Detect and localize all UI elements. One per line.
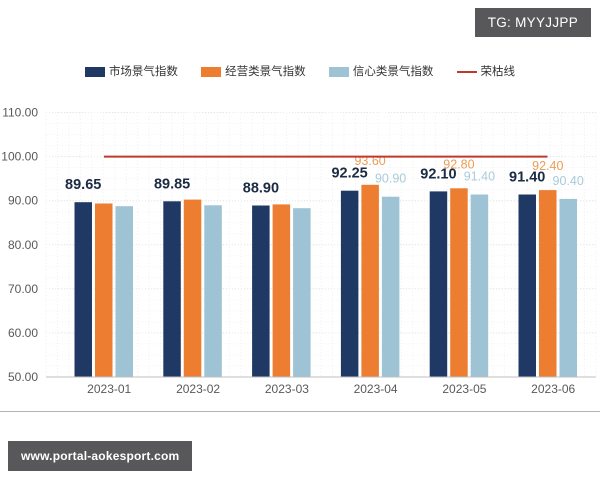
svg-text:90.00: 90.00: [8, 194, 38, 208]
svg-text:2023-01: 2023-01: [87, 382, 131, 394]
svg-text:60.00: 60.00: [8, 326, 38, 340]
svg-text:50.00: 50.00: [8, 370, 38, 384]
svg-text:92.25: 92.25: [331, 166, 367, 182]
svg-text:2023-05: 2023-05: [442, 382, 486, 394]
svg-text:89.65: 89.65: [65, 177, 101, 193]
svg-text:89.85: 89.85: [154, 176, 190, 192]
svg-text:92.40: 92.40: [532, 159, 563, 173]
svg-text:90.40: 90.40: [553, 174, 584, 188]
svg-text:110.00: 110.00: [2, 106, 38, 120]
svg-text:2023-06: 2023-06: [531, 382, 575, 394]
svg-text:100.00: 100.00: [1, 150, 38, 164]
svg-text:88.90: 88.90: [243, 181, 279, 197]
svg-text:91.40: 91.40: [464, 170, 495, 184]
svg-text:80.00: 80.00: [8, 238, 38, 252]
svg-text:2023-02: 2023-02: [176, 382, 220, 394]
svg-text:2023-03: 2023-03: [265, 382, 309, 394]
svg-text:2023-04: 2023-04: [354, 382, 398, 394]
svg-text:70.00: 70.00: [8, 282, 38, 296]
svg-text:90.90: 90.90: [375, 172, 406, 186]
